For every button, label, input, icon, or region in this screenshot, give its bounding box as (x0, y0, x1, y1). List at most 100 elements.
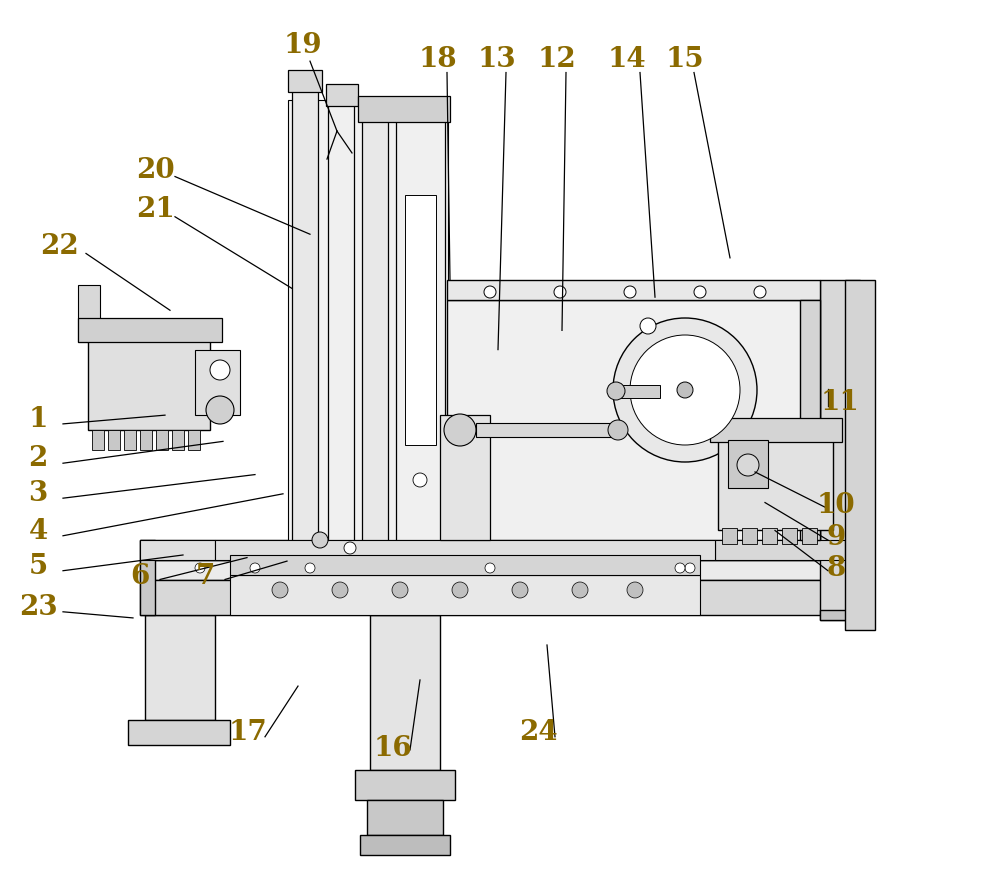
Polygon shape (845, 280, 875, 630)
Text: 24: 24 (519, 719, 557, 746)
Circle shape (694, 286, 706, 298)
Text: 4: 4 (28, 518, 48, 545)
Circle shape (572, 582, 588, 598)
Text: 19: 19 (284, 32, 322, 59)
Circle shape (624, 286, 636, 298)
Polygon shape (172, 430, 184, 450)
Polygon shape (288, 100, 448, 560)
Circle shape (512, 582, 528, 598)
Circle shape (608, 420, 628, 440)
Text: 21: 21 (136, 197, 174, 223)
Text: 16: 16 (374, 735, 412, 761)
Polygon shape (802, 528, 817, 544)
Polygon shape (715, 540, 845, 560)
Polygon shape (140, 580, 860, 615)
Polygon shape (230, 575, 700, 615)
Circle shape (685, 563, 695, 573)
Polygon shape (742, 528, 757, 544)
Text: 13: 13 (478, 46, 516, 73)
Circle shape (272, 582, 288, 598)
Polygon shape (78, 285, 100, 342)
Polygon shape (476, 423, 620, 437)
Circle shape (607, 382, 625, 400)
Circle shape (250, 563, 260, 573)
Text: 9: 9 (826, 524, 846, 551)
Polygon shape (447, 280, 820, 300)
Polygon shape (820, 280, 860, 620)
Polygon shape (128, 720, 230, 745)
Text: 1: 1 (28, 406, 48, 433)
Circle shape (206, 396, 234, 424)
Polygon shape (124, 430, 136, 450)
Polygon shape (326, 84, 358, 106)
Text: 15: 15 (666, 46, 704, 73)
Circle shape (210, 360, 230, 380)
Polygon shape (140, 540, 215, 560)
Circle shape (677, 382, 693, 398)
Polygon shape (355, 770, 455, 800)
Polygon shape (447, 300, 820, 540)
Polygon shape (156, 430, 168, 450)
Polygon shape (195, 350, 240, 415)
Circle shape (630, 335, 740, 445)
Polygon shape (140, 430, 152, 450)
Circle shape (484, 286, 496, 298)
Text: 7: 7 (195, 564, 215, 590)
Circle shape (627, 582, 643, 598)
Polygon shape (722, 528, 737, 544)
Polygon shape (820, 610, 860, 620)
Text: 12: 12 (538, 46, 576, 73)
Polygon shape (782, 528, 797, 544)
Polygon shape (140, 540, 860, 560)
Polygon shape (88, 340, 210, 430)
Polygon shape (370, 615, 440, 770)
Circle shape (754, 286, 766, 298)
Polygon shape (188, 430, 200, 450)
Polygon shape (710, 418, 842, 442)
Text: 22: 22 (41, 233, 79, 260)
Circle shape (444, 414, 476, 446)
Circle shape (392, 582, 408, 598)
Circle shape (613, 318, 757, 462)
Circle shape (640, 318, 656, 334)
Circle shape (305, 563, 315, 573)
Text: 11: 11 (821, 389, 859, 415)
Text: 2: 2 (28, 446, 48, 472)
Circle shape (344, 542, 356, 554)
Polygon shape (396, 120, 445, 555)
Text: 3: 3 (28, 481, 48, 507)
Text: 18: 18 (419, 46, 457, 73)
Polygon shape (140, 560, 860, 580)
Polygon shape (362, 108, 388, 555)
Polygon shape (230, 555, 700, 575)
Text: 8: 8 (826, 555, 846, 581)
Circle shape (485, 563, 495, 573)
Text: 23: 23 (19, 594, 57, 621)
Polygon shape (405, 195, 436, 445)
Polygon shape (78, 318, 222, 342)
Polygon shape (360, 835, 450, 855)
Polygon shape (145, 615, 215, 720)
Text: 5: 5 (28, 553, 48, 579)
Polygon shape (215, 540, 715, 560)
Polygon shape (108, 430, 120, 450)
Polygon shape (140, 540, 155, 615)
Polygon shape (358, 96, 450, 122)
Circle shape (452, 582, 468, 598)
Polygon shape (845, 540, 860, 615)
Circle shape (413, 473, 427, 487)
Polygon shape (288, 540, 448, 560)
Polygon shape (440, 415, 490, 540)
Polygon shape (800, 300, 820, 540)
Polygon shape (718, 440, 833, 530)
Polygon shape (92, 430, 104, 450)
Circle shape (312, 532, 328, 548)
Polygon shape (762, 528, 777, 544)
Text: 20: 20 (136, 157, 174, 184)
Circle shape (675, 563, 685, 573)
Text: 14: 14 (608, 46, 646, 73)
Text: 17: 17 (229, 719, 267, 746)
Polygon shape (292, 80, 318, 555)
Circle shape (332, 582, 348, 598)
Text: 6: 6 (130, 564, 150, 590)
